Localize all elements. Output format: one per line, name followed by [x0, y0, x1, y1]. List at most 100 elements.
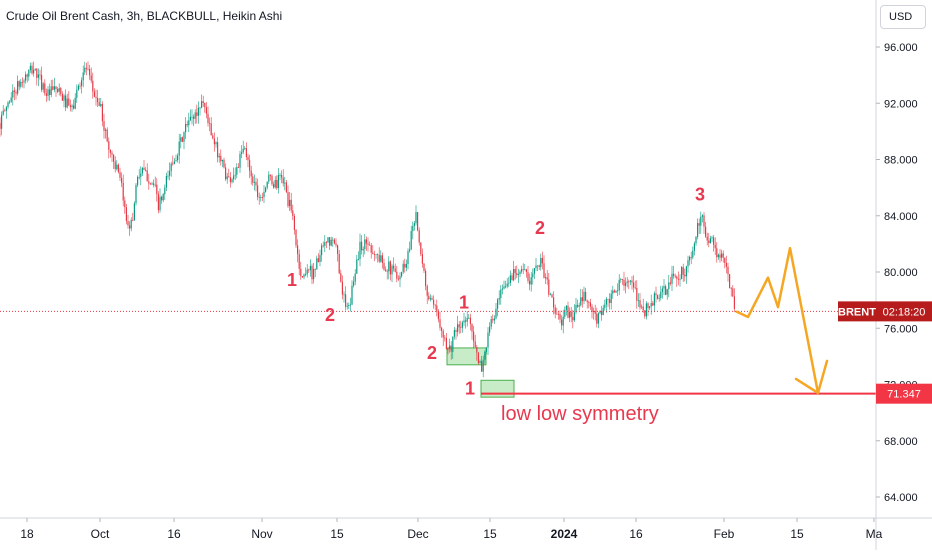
candle-body [412, 226, 414, 232]
candle-body [61, 93, 63, 101]
candle-body [409, 249, 411, 252]
y-tick-label: 64.000 [884, 492, 918, 504]
candle-body [26, 74, 28, 77]
candle-body [601, 310, 603, 316]
candle-body [553, 297, 555, 308]
candle-body [457, 324, 459, 332]
candle-body [113, 154, 115, 162]
candle-body [581, 297, 583, 302]
candle-body [276, 179, 278, 189]
candle-body [41, 75, 43, 90]
candle-body [461, 322, 463, 328]
candle-body [605, 298, 607, 305]
candle-body [525, 269, 527, 273]
candle-body [588, 302, 590, 304]
candle-body [572, 316, 574, 321]
candle-body [665, 286, 667, 295]
candle-body [39, 74, 41, 76]
candle-body [349, 304, 351, 306]
candle-body [370, 245, 372, 253]
chart-title: Crude Oil Brent Cash, 3h, BLACKBULL, Hei… [6, 9, 283, 23]
candle-body [180, 137, 182, 142]
candle-body [284, 182, 286, 184]
candle-body [353, 281, 355, 286]
candle-body [437, 311, 439, 320]
candle-body [127, 221, 129, 226]
candle-body [93, 91, 95, 97]
currency-selector[interactable]: USD [880, 5, 926, 29]
candle-body [135, 185, 137, 204]
candle-body [689, 256, 691, 261]
symbol-tag [838, 301, 876, 322]
candle-body [143, 167, 145, 170]
candle-body [583, 291, 585, 302]
candle-body [50, 86, 52, 95]
candle-body [650, 303, 652, 307]
candle-body [604, 304, 606, 308]
candle-body [418, 230, 420, 243]
candle-body [620, 279, 622, 280]
candle-body [490, 319, 492, 327]
candle-body [471, 323, 473, 332]
candle-body [231, 179, 233, 183]
candle-body [66, 98, 68, 108]
candle-body [489, 326, 491, 333]
candle-body [724, 257, 726, 263]
candle-body [693, 243, 695, 251]
candle-body [681, 267, 683, 279]
candle-body [586, 300, 588, 303]
candle-body [524, 269, 526, 271]
candle-body [197, 107, 199, 116]
candle-body [397, 278, 399, 280]
candle-body [132, 219, 134, 221]
candle-body [159, 196, 161, 211]
candle-body [84, 67, 86, 73]
candle-body [658, 297, 660, 299]
candle-body [201, 101, 203, 108]
candle-body [668, 282, 670, 290]
candle-body [281, 174, 283, 178]
candle-body [453, 330, 455, 337]
candle-body [100, 104, 102, 106]
candle-body [346, 305, 348, 307]
countdown-tag [876, 301, 932, 322]
candle-body [121, 177, 123, 183]
x-tick-label: 2024 [551, 527, 578, 541]
candle-body [69, 105, 71, 108]
candle-body [692, 250, 694, 258]
candle-body [482, 359, 484, 372]
x-tick-label: Ma [866, 527, 883, 541]
candle-body [389, 261, 391, 275]
candle-body [428, 295, 430, 300]
candle-body [697, 223, 699, 237]
candle-body [306, 269, 308, 275]
candle-body [340, 273, 342, 282]
candle-body [317, 258, 319, 263]
candle-body [244, 148, 246, 150]
candle-body [165, 175, 167, 188]
candle-body [628, 281, 630, 283]
candle-body [111, 152, 113, 155]
candle-body [535, 265, 537, 269]
candle-body [330, 239, 332, 246]
candle-body [562, 316, 564, 326]
candle-body [733, 296, 735, 309]
candle-body [81, 80, 83, 86]
candle-body [634, 287, 636, 289]
candle-body [181, 137, 183, 142]
candle-body [636, 288, 638, 301]
candle-body [573, 312, 575, 321]
candle-body [247, 156, 249, 161]
candle-body [452, 336, 454, 352]
candle-body [466, 317, 468, 322]
candle-body [434, 304, 436, 306]
candle-body [716, 248, 718, 258]
candle-body [433, 299, 435, 305]
candle-body [621, 279, 623, 280]
candle-body [508, 282, 510, 284]
candle-body [732, 288, 734, 297]
candle-body [324, 242, 326, 246]
candle-body [133, 203, 135, 221]
